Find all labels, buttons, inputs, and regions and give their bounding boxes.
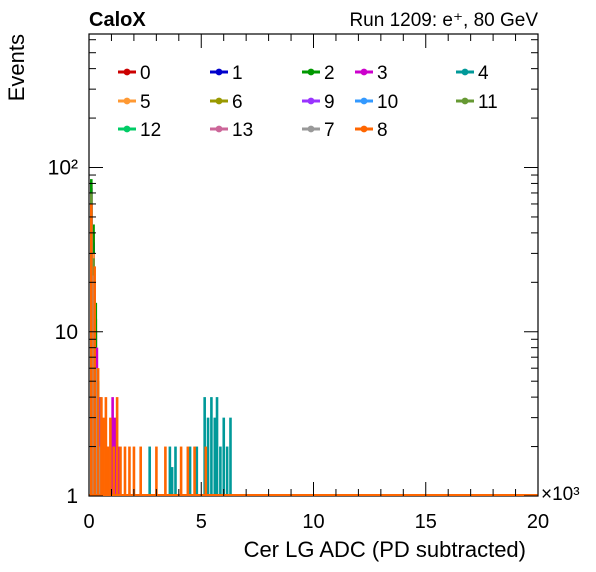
legend-marker	[307, 125, 315, 133]
legend-marker	[360, 68, 368, 76]
legend-item-10: 10	[355, 92, 398, 113]
legend-marker	[307, 68, 315, 76]
histogram-bin	[195, 446, 199, 496]
legend-label: 0	[140, 63, 151, 84]
title-right: Run 1209: e⁺, 80 GeV	[349, 10, 538, 31]
histogram-bin	[188, 446, 192, 496]
legend-marker	[123, 68, 131, 76]
histogram-bin	[96, 368, 100, 496]
y-tick-label: 10²	[48, 157, 78, 180]
y-tick-label: 10	[55, 321, 78, 344]
histogram-bin	[102, 417, 105, 496]
legend-label: 12	[140, 120, 161, 141]
x-multiplier: ×10³	[541, 484, 580, 505]
histogram-bin	[112, 446, 116, 496]
histogram-bin	[219, 446, 222, 496]
legend-marker	[307, 97, 315, 105]
x-tick-label: 20	[527, 511, 549, 533]
legend-marker	[461, 68, 469, 76]
histogram-bin	[168, 446, 172, 496]
histogram-bin	[106, 446, 110, 496]
histogram-bin	[229, 417, 232, 496]
legend-label: 4	[478, 63, 489, 84]
legend-item-13: 13	[210, 120, 253, 141]
legend-label: 3	[377, 63, 388, 84]
histogram-bin	[148, 446, 151, 496]
legend-item-2: 2	[302, 63, 335, 84]
legend-label: 2	[324, 63, 335, 84]
legend-item-11: 11	[456, 92, 498, 113]
x-tick-label: 0	[83, 511, 94, 533]
legend-marker	[215, 68, 223, 76]
histogram-bin	[123, 446, 127, 496]
x-tick-label: 5	[196, 511, 207, 533]
histogram-bin	[206, 417, 210, 496]
legend-marker	[215, 97, 223, 105]
legend-marker	[360, 125, 368, 133]
legend-item-8: 8	[355, 120, 388, 141]
histogram-bin	[100, 397, 103, 496]
histogram-bin	[174, 446, 177, 496]
legend-label: 1	[232, 63, 243, 84]
histogram-bin	[90, 203, 93, 496]
histogram-bin	[179, 446, 183, 496]
histogram-bin	[164, 446, 167, 496]
legend-item-3: 3	[355, 63, 388, 84]
legend-label: 7	[324, 120, 335, 141]
histogram-bin	[128, 446, 131, 496]
x-axis-label: Cer LG ADC (PD subtracted)	[244, 537, 526, 562]
legend-label: 6	[232, 92, 243, 113]
histogram-bin	[155, 446, 158, 496]
legend-label: 13	[232, 120, 253, 141]
x-tick-label: 10	[302, 511, 324, 533]
legend-label: 5	[140, 92, 151, 113]
histogram-bin	[213, 417, 217, 496]
legend-marker	[215, 125, 223, 133]
series-layer	[89, 179, 538, 497]
histogram-bin	[210, 397, 213, 496]
histogram-bin	[109, 417, 112, 496]
histogram-bin	[170, 467, 174, 496]
legend-item-5: 5	[118, 92, 151, 113]
legend-item-4: 4	[456, 63, 489, 84]
series-8	[89, 203, 538, 496]
legend-item-12: 12	[118, 120, 161, 141]
histogram-bin	[139, 446, 142, 496]
histogram-bin	[204, 446, 208, 496]
histogram-bin	[222, 417, 226, 496]
legend-item-1: 1	[210, 63, 243, 84]
legend-label: 10	[377, 92, 398, 113]
histogram-bin	[215, 397, 219, 496]
legend-label: 11	[478, 92, 498, 113]
y-tick-label: 1	[66, 485, 78, 508]
legend-marker	[360, 97, 368, 105]
histogram-bin	[104, 397, 108, 496]
histogram-bin	[225, 446, 229, 496]
title-left: CaloX	[89, 9, 146, 31]
legend-item-0: 0	[118, 63, 151, 84]
legend-item-9: 9	[302, 92, 335, 113]
legend-marker	[123, 125, 131, 133]
legend-item-6: 6	[210, 92, 243, 113]
legend-label: 9	[324, 92, 335, 113]
y-axis-label: Events	[4, 34, 29, 101]
histogram-bin	[186, 446, 190, 496]
x-tick-label: 15	[415, 511, 437, 533]
histogram-bin	[115, 397, 119, 496]
histogram-bin	[132, 446, 136, 496]
histogram-bin	[119, 446, 122, 496]
histogram-bin	[193, 446, 196, 496]
legend-marker	[123, 97, 131, 105]
legend-marker	[461, 97, 469, 105]
legend-label: 8	[377, 120, 388, 141]
legend-item-7: 7	[302, 120, 335, 141]
